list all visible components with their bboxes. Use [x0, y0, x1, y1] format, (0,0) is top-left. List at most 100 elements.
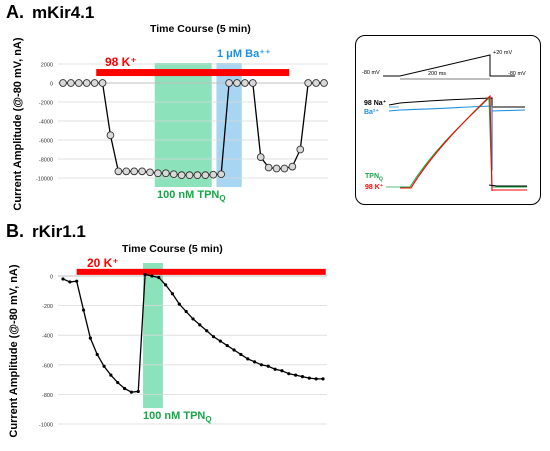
shade-tpn [154, 63, 212, 187]
a-tpn-sub: Q [219, 194, 226, 204]
data-point [68, 280, 72, 284]
chart-a-title: Time Course (5 min) [150, 23, 251, 35]
data-point [252, 360, 257, 364]
data-point [88, 336, 92, 340]
y-tick-label: -2000 [39, 101, 53, 107]
data-point [321, 377, 325, 381]
y-tick-label: -400 [42, 334, 53, 340]
data-point [157, 275, 161, 280]
y-tick-label: -4000 [39, 120, 53, 126]
inset-traces [382, 53, 527, 191]
data-point [198, 323, 202, 327]
data-point [184, 309, 188, 314]
data-point [177, 171, 186, 180]
data-point [211, 335, 216, 339]
data-point [146, 168, 154, 177]
data-point [225, 79, 233, 87]
y-tick-label: -800 [42, 393, 53, 399]
data-point [248, 79, 257, 87]
data-point [205, 329, 209, 333]
a-ba-label: 1 μM Ba⁺⁺ [217, 48, 271, 60]
trace-98k [399, 94, 527, 191]
data-point [106, 131, 115, 140]
data-point [239, 352, 243, 357]
k-bar [76, 268, 326, 275]
panel-b-letter: B. [6, 221, 24, 241]
b-k-label: 20 K⁺ [87, 256, 119, 270]
data-point [59, 79, 67, 87]
data-point [232, 348, 236, 352]
data-point [90, 79, 99, 87]
data-point [320, 79, 328, 87]
panel-a-name: mKir4.1 [32, 3, 95, 22]
inset-v1: -80 mV [362, 70, 380, 76]
inset-ba-label: Ba²⁺ [364, 109, 379, 116]
inset-tpn-sub: Q [379, 176, 383, 183]
inset-tpn-text: TPN [365, 173, 379, 180]
data-point [143, 272, 147, 277]
data-point [161, 169, 170, 178]
inset-tpn-label: TPNQ [365, 173, 383, 182]
inset-traces-box: -80 mV +20 mV -80 mV 200 ms 98 Na⁺ Ba²⁺ … [355, 35, 541, 205]
data-point [266, 364, 270, 368]
y-tick-label: 0 [50, 275, 53, 281]
data-point [169, 170, 178, 179]
data-point [288, 162, 297, 171]
data-point [154, 169, 162, 178]
data-point [294, 373, 298, 377]
chart-a: 2000 0 -2000 -4000 -6000 -8000 -10000 [36, 63, 328, 187]
data-point [98, 79, 107, 87]
data-point [217, 170, 226, 179]
data-point [67, 79, 75, 87]
chart-b-title: Time Course (5 min) [122, 243, 223, 255]
series-line [63, 82, 324, 176]
a-k-label: 98 K⁺ [105, 55, 137, 69]
data-point [129, 390, 134, 394]
data-point [61, 277, 65, 281]
data-point [185, 171, 194, 180]
b-tpn-sub: Q [205, 415, 212, 425]
panel-b-name: rKir1.1 [32, 222, 86, 241]
data-point [74, 79, 83, 87]
data-point [95, 352, 99, 357]
data-point [272, 164, 281, 173]
data-point [246, 357, 250, 361]
k-bar [96, 69, 290, 77]
voltage-protocol [382, 53, 515, 76]
data-point [130, 167, 139, 176]
data-point [75, 279, 79, 283]
data-point [170, 292, 175, 296]
series-line [62, 273, 323, 393]
a-tpn-text: 100 nM TPN [157, 189, 220, 201]
data-point [304, 79, 313, 87]
inset-v3: -80 mV [508, 71, 526, 77]
b-tpn-label: 100 nM TPNQ [143, 410, 212, 424]
y-tick-label: 0 [50, 82, 53, 88]
data-point [273, 367, 277, 371]
y-tick-label: 2000 [41, 63, 53, 69]
panel-a-letter: A. [6, 2, 24, 22]
data-point [102, 364, 106, 368]
inset-na-label: 98 Na⁺ [364, 100, 387, 107]
data-point [136, 389, 140, 394]
data-point [122, 167, 131, 176]
data-point [122, 386, 127, 391]
data-point [312, 79, 320, 87]
data-point [296, 145, 305, 154]
data-point [233, 79, 241, 87]
data-point [264, 163, 273, 172]
b-tpn-text: 100 nM TPN [143, 410, 206, 422]
data-point [218, 339, 222, 343]
y-tick-label: -6000 [39, 139, 53, 145]
data-point [300, 375, 305, 379]
inset-v2: +20 mV [493, 50, 513, 56]
data-point [287, 372, 291, 376]
trace-ba [388, 104, 525, 171]
data-point [225, 343, 229, 348]
data-point [191, 317, 195, 321]
data-point [82, 79, 91, 87]
a-tpn-label: 100 nM TPNQ [157, 189, 226, 203]
data-point [259, 363, 264, 367]
data-point [280, 369, 284, 373]
data-point [150, 274, 154, 278]
